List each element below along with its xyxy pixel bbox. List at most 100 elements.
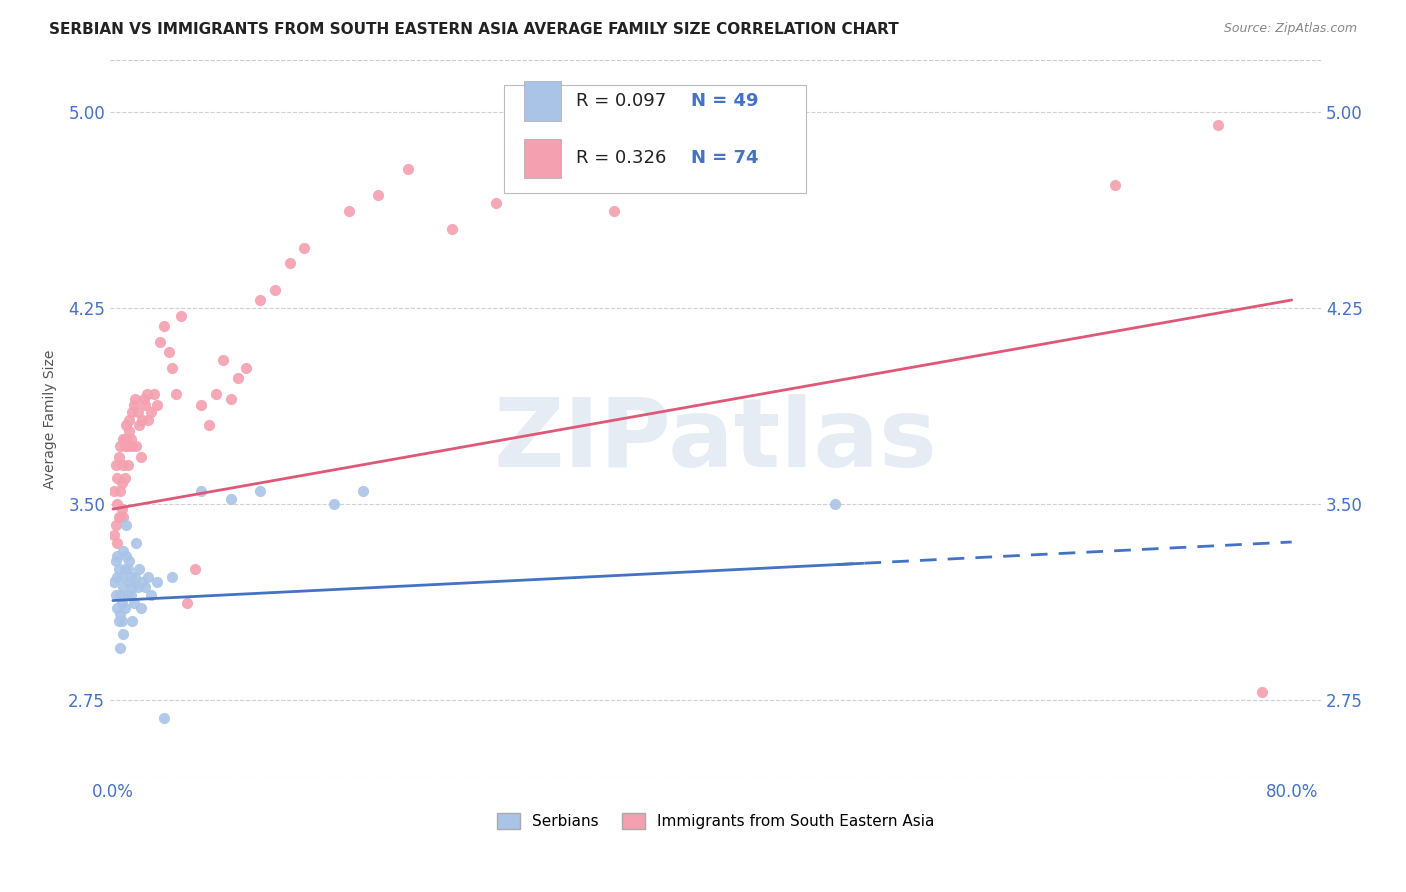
- Point: [105, 779, 128, 793]
- Point: [249, 293, 271, 307]
- Point: [127, 405, 149, 419]
- Point: [105, 601, 128, 615]
- Point: [121, 581, 143, 595]
- Point: [128, 562, 150, 576]
- Point: [105, 536, 128, 550]
- Point: [146, 575, 169, 590]
- Point: [122, 596, 145, 610]
- Point: [157, 345, 180, 359]
- Point: [396, 162, 419, 177]
- Point: [117, 588, 139, 602]
- Point: [110, 509, 132, 524]
- Point: [129, 601, 152, 615]
- Point: [125, 536, 148, 550]
- Point: [105, 549, 128, 563]
- Point: [105, 471, 128, 485]
- Point: [121, 439, 143, 453]
- Point: [112, 544, 135, 558]
- Point: [367, 188, 389, 202]
- Point: [105, 570, 128, 584]
- Point: [205, 387, 228, 401]
- Point: [120, 432, 142, 446]
- Point: [114, 562, 136, 576]
- Point: [662, 144, 685, 158]
- Point: [111, 570, 134, 584]
- Point: [219, 392, 242, 407]
- Point: [124, 392, 146, 407]
- Point: [249, 483, 271, 498]
- Point: [110, 483, 132, 498]
- Point: [112, 509, 135, 524]
- Point: [121, 615, 143, 629]
- Point: [149, 334, 172, 349]
- Point: [104, 554, 127, 568]
- Point: [111, 615, 134, 629]
- FancyBboxPatch shape: [524, 81, 561, 120]
- Point: [1206, 118, 1229, 132]
- Point: [153, 319, 176, 334]
- Point: [111, 502, 134, 516]
- Point: [141, 588, 163, 602]
- Point: [108, 615, 131, 629]
- Point: [110, 588, 132, 602]
- Point: [219, 491, 242, 506]
- Legend: Serbians, Immigrants from South Eastern Asia: Serbians, Immigrants from South Eastern …: [491, 807, 941, 835]
- Point: [226, 371, 249, 385]
- Point: [135, 387, 157, 401]
- FancyBboxPatch shape: [503, 85, 807, 193]
- Point: [165, 387, 187, 401]
- Point: [111, 596, 134, 610]
- Point: [190, 398, 212, 412]
- Point: [115, 418, 138, 433]
- Text: N = 74: N = 74: [692, 150, 759, 168]
- Point: [120, 570, 142, 584]
- Point: [131, 413, 153, 427]
- Point: [118, 424, 141, 438]
- Point: [132, 392, 155, 407]
- Point: [115, 549, 138, 563]
- Point: [121, 405, 143, 419]
- Text: R = 0.326: R = 0.326: [576, 150, 666, 168]
- Text: SERBIAN VS IMMIGRANTS FROM SOUTH EASTERN ASIA AVERAGE FAMILY SIZE CORRELATION CH: SERBIAN VS IMMIGRANTS FROM SOUTH EASTERN…: [49, 22, 898, 37]
- Point: [114, 439, 136, 453]
- Point: [136, 570, 159, 584]
- Point: [104, 588, 127, 602]
- Point: [352, 483, 374, 498]
- Point: [125, 439, 148, 453]
- Point: [108, 562, 131, 576]
- Text: R = 0.097: R = 0.097: [576, 92, 666, 110]
- Point: [108, 450, 131, 464]
- Point: [190, 483, 212, 498]
- Point: [124, 570, 146, 584]
- Point: [170, 309, 193, 323]
- Point: [114, 601, 136, 615]
- Point: [111, 475, 134, 490]
- Point: [110, 439, 132, 453]
- Point: [1251, 685, 1274, 699]
- Point: [115, 517, 138, 532]
- Point: [131, 575, 153, 590]
- Point: [117, 562, 139, 576]
- Point: [1104, 178, 1126, 192]
- Point: [212, 353, 235, 368]
- Point: [122, 398, 145, 412]
- FancyBboxPatch shape: [524, 138, 561, 178]
- Point: [184, 562, 207, 576]
- Point: [104, 458, 127, 472]
- Point: [118, 413, 141, 427]
- Point: [117, 439, 139, 453]
- Text: Source: ZipAtlas.com: Source: ZipAtlas.com: [1223, 22, 1357, 36]
- Point: [115, 432, 138, 446]
- Point: [129, 450, 152, 464]
- Point: [118, 575, 141, 590]
- Point: [779, 126, 801, 140]
- Y-axis label: Average Family Size: Average Family Size: [44, 350, 58, 489]
- Point: [104, 517, 127, 532]
- Point: [485, 196, 508, 211]
- Point: [112, 581, 135, 595]
- Point: [603, 204, 626, 219]
- Point: [110, 607, 132, 621]
- Point: [294, 241, 316, 255]
- Point: [143, 387, 166, 401]
- Point: [176, 596, 198, 610]
